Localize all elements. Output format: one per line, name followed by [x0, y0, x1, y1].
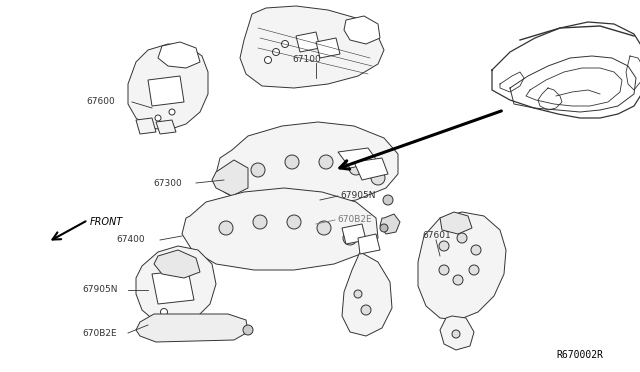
- Polygon shape: [342, 252, 392, 336]
- Circle shape: [439, 265, 449, 275]
- Circle shape: [273, 48, 280, 55]
- Text: 67600: 67600: [86, 97, 115, 106]
- Circle shape: [319, 155, 333, 169]
- Text: 670B2E: 670B2E: [82, 328, 116, 337]
- Circle shape: [282, 41, 289, 48]
- Polygon shape: [136, 314, 248, 342]
- Circle shape: [169, 109, 175, 115]
- Polygon shape: [240, 6, 384, 88]
- Polygon shape: [158, 42, 200, 68]
- Circle shape: [380, 224, 388, 232]
- Circle shape: [439, 241, 449, 251]
- Polygon shape: [136, 246, 216, 326]
- Polygon shape: [136, 118, 156, 134]
- Polygon shape: [154, 250, 200, 278]
- Text: 67905N: 67905N: [82, 285, 118, 295]
- Circle shape: [457, 233, 467, 243]
- Polygon shape: [354, 158, 388, 180]
- Text: 67905N: 67905N: [340, 192, 376, 201]
- Circle shape: [361, 305, 371, 315]
- Circle shape: [471, 245, 481, 255]
- Polygon shape: [342, 224, 366, 244]
- Polygon shape: [358, 234, 380, 254]
- Circle shape: [253, 215, 267, 229]
- Circle shape: [175, 314, 182, 321]
- Polygon shape: [316, 38, 340, 58]
- Text: R670002R: R670002R: [556, 350, 603, 360]
- Circle shape: [251, 163, 265, 177]
- Text: FRONT: FRONT: [90, 217, 124, 227]
- Circle shape: [452, 330, 460, 338]
- Circle shape: [349, 161, 363, 175]
- Polygon shape: [212, 160, 248, 196]
- Circle shape: [371, 171, 385, 185]
- Polygon shape: [148, 76, 184, 106]
- Circle shape: [343, 231, 357, 245]
- Text: 67100: 67100: [292, 55, 321, 64]
- Text: 67300: 67300: [153, 179, 182, 187]
- Circle shape: [383, 195, 393, 205]
- Text: 67601: 67601: [422, 231, 451, 241]
- Circle shape: [285, 155, 299, 169]
- Circle shape: [354, 290, 362, 298]
- Circle shape: [469, 265, 479, 275]
- Polygon shape: [156, 120, 176, 134]
- Circle shape: [453, 275, 463, 285]
- Polygon shape: [182, 188, 378, 270]
- Polygon shape: [418, 212, 506, 320]
- Polygon shape: [296, 32, 320, 52]
- Polygon shape: [338, 148, 378, 168]
- Text: 67400: 67400: [116, 235, 145, 244]
- Circle shape: [219, 221, 233, 235]
- Polygon shape: [216, 122, 398, 208]
- Polygon shape: [440, 212, 472, 234]
- Polygon shape: [152, 270, 194, 304]
- Circle shape: [287, 215, 301, 229]
- Polygon shape: [128, 44, 208, 130]
- Text: 670B2E: 670B2E: [337, 215, 372, 224]
- Circle shape: [243, 325, 253, 335]
- Circle shape: [317, 221, 331, 235]
- Circle shape: [161, 308, 168, 315]
- Polygon shape: [344, 16, 380, 44]
- Polygon shape: [380, 214, 400, 234]
- Polygon shape: [440, 316, 474, 350]
- Circle shape: [264, 57, 271, 64]
- Circle shape: [155, 115, 161, 121]
